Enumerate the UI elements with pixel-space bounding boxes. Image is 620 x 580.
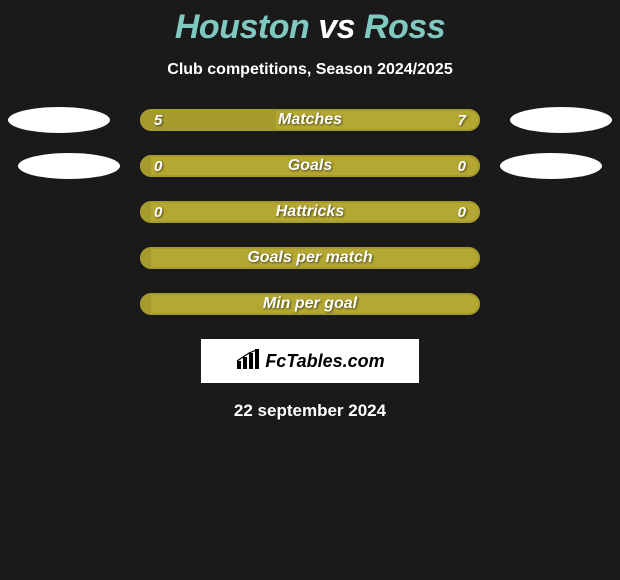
stat-pill: 0 0 Hattricks [140, 201, 480, 223]
stat-pill: Goals per match [140, 247, 480, 269]
ellipse-left [8, 107, 110, 133]
ellipse-right [510, 107, 612, 133]
stat-label: Hattricks [276, 203, 344, 221]
logo-text: FcTables.com [265, 351, 384, 372]
date-text: 22 september 2024 [0, 401, 620, 421]
page-title: Houston vs Ross [0, 0, 620, 47]
ellipse-left [18, 153, 120, 179]
stat-pill: Min per goal [140, 293, 480, 315]
stat-label: Goals per match [247, 249, 372, 267]
bar-chart-icon [235, 349, 261, 374]
stat-value-right: 0 [458, 204, 466, 221]
stat-value-left: 0 [154, 204, 162, 221]
stat-row: Min per goal [0, 293, 620, 315]
title-player-right: Ross [364, 8, 445, 46]
stat-value-left: 5 [154, 112, 162, 129]
stat-value-right: 7 [458, 112, 466, 129]
site-logo[interactable]: FcTables.com [201, 339, 419, 383]
title-player-left: Houston [175, 8, 309, 46]
stat-row: Goals per match [0, 247, 620, 269]
ellipse-right [500, 153, 602, 179]
container: Houston vs Ross Club competitions, Seaso… [0, 0, 620, 580]
stat-pill: 0 0 Goals [140, 155, 480, 177]
stat-label: Goals [288, 157, 332, 175]
stat-value-left: 0 [154, 158, 162, 175]
stat-row: 0 0 Goals [0, 155, 620, 177]
stat-label: Min per goal [263, 295, 357, 313]
title-vs: vs [318, 8, 355, 46]
subtitle: Club competitions, Season 2024/2025 [0, 61, 620, 79]
stat-row: 5 7 Matches [0, 109, 620, 131]
stat-value-right: 0 [458, 158, 466, 175]
stat-rows: 5 7 Matches 0 0 Goals 0 0 Hattricks Goals per mat… [0, 109, 620, 315]
stat-label: Matches [278, 111, 342, 129]
stat-pill: 5 7 Matches [140, 109, 480, 131]
stat-row: 0 0 Hattricks [0, 201, 620, 223]
